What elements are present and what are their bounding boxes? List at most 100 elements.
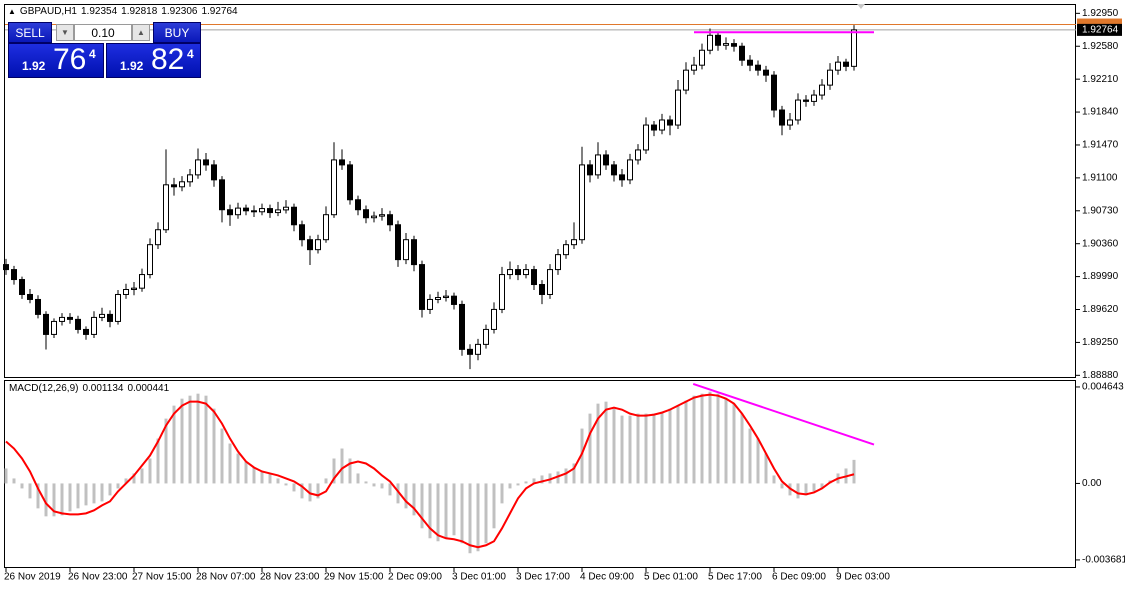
macd-bar: [212, 408, 216, 484]
macd-bar: [92, 483, 96, 504]
macd-bar: [52, 483, 56, 517]
x-tick-label: 4 Dec 09:00: [580, 572, 634, 583]
signal-value: 0.000441: [127, 383, 170, 394]
macd-bar: [236, 453, 240, 484]
candle-body: [107, 313, 113, 322]
candle-body: [507, 269, 513, 276]
lots-up[interactable]: ▲: [132, 24, 150, 41]
macd-bar: [420, 483, 424, 529]
candle-body: [755, 64, 761, 71]
macd-bar: [740, 413, 744, 484]
macd-bar: [748, 428, 752, 484]
candle-body: [75, 318, 81, 330]
macd-bar: [100, 483, 104, 502]
buy-price-pip: 4: [187, 47, 194, 61]
sell-price-big: 76: [53, 43, 87, 76]
macd-bar: [164, 418, 168, 484]
candle-body: [123, 289, 129, 295]
lots-input[interactable]: 0.10: [74, 24, 132, 41]
price-header: ▲ GBPAUD,H1 1.92354 1.92818 1.92306 1.92764: [8, 6, 238, 17]
x-tick-label: 28 Nov 07:00: [196, 572, 256, 583]
candle-body: [523, 269, 529, 276]
x-tick-label: 28 Nov 23:00: [260, 572, 320, 583]
macd-bar: [628, 415, 632, 484]
buy-button[interactable]: BUY: [153, 22, 201, 43]
candle-body: [3, 264, 9, 271]
buy-price[interactable]: 1.92 82 4: [106, 43, 201, 78]
macd-bar: [476, 483, 480, 552]
bid-label: 1.92764: [1082, 25, 1119, 36]
candle-body: [723, 43, 729, 46]
candle-body: [315, 239, 321, 251]
macd-header: MACD(12,26,9) 0.001134 0.000441: [9, 383, 173, 394]
y-tick-label: 1.90730: [1082, 205, 1119, 216]
candle-body: [115, 293, 121, 322]
macd-bar: [604, 401, 608, 484]
signal-line: [5, 393, 855, 549]
y-tick-label: 1.90360: [1082, 238, 1119, 249]
sell-price[interactable]: 1.92 76 4: [8, 43, 104, 78]
sell-button[interactable]: SELL: [8, 22, 52, 43]
bid-label-box: [1077, 23, 1122, 36]
y-tick-label: 1.91100: [1082, 173, 1118, 184]
sell-price-prefix: 1.92: [22, 59, 46, 73]
candle-body: [763, 69, 769, 76]
macd-bar: [228, 443, 232, 484]
candle-body: [35, 298, 41, 315]
candle-body: [747, 59, 753, 66]
candle-body: [99, 313, 105, 318]
macd-bar: [124, 478, 128, 484]
candle-body: [827, 69, 833, 86]
candle-body: [171, 184, 177, 188]
macd-bar: [12, 478, 16, 484]
macd-bar: [620, 415, 624, 484]
macd-bar: [220, 428, 224, 484]
candle-body: [299, 224, 305, 241]
buy-price-prefix: 1.92: [120, 59, 144, 73]
macd-bar: [412, 483, 416, 516]
macd-bar: [324, 478, 328, 484]
y-tick-label: 1.91840: [1082, 107, 1119, 118]
trendline: [692, 382, 875, 446]
candle-body: [435, 297, 441, 300]
candle-body: [187, 174, 193, 183]
candle-body: [611, 164, 617, 176]
macd-bar: [276, 478, 280, 484]
candle-body: [323, 214, 329, 241]
macd-bar: [332, 458, 336, 484]
y-tick-label: 0.004643: [1082, 382, 1124, 393]
candle-body: [795, 99, 801, 121]
macd-bar: [60, 483, 64, 516]
candle-body: [635, 149, 641, 161]
macd-bar: [388, 483, 392, 496]
macd-bar: [260, 471, 264, 484]
candle-body: [139, 274, 145, 289]
candle-body: [451, 295, 457, 305]
x-tick-label: 9 Dec 03:00: [836, 572, 890, 583]
macd-bar: [180, 398, 184, 484]
candle-body: [691, 64, 697, 71]
candle-body: [179, 181, 185, 188]
candle-body: [243, 207, 249, 212]
macd-bar: [28, 483, 32, 499]
macd-bar: [676, 405, 680, 484]
macd-bar: [20, 483, 24, 489]
candle-body: [555, 254, 561, 271]
y-tick-label: 1.92210: [1082, 74, 1119, 85]
candle-body: [259, 208, 265, 213]
x-tick-label: 3 Dec 01:00: [452, 572, 506, 583]
y-tick-label: 0.00: [1082, 478, 1102, 489]
y-tick-label: 1.91470: [1082, 140, 1119, 151]
candle-body: [683, 69, 689, 91]
lots-down[interactable]: ▼: [56, 24, 74, 41]
macd-bar: [36, 483, 40, 509]
candle-body: [235, 207, 241, 216]
macd-bar: [612, 408, 616, 484]
candle-body: [811, 94, 817, 102]
x-tick-label: 5 Dec 01:00: [644, 572, 698, 583]
candle-body: [459, 303, 465, 350]
candle-body: [59, 316, 65, 322]
x-tick-label: 26 Nov 2019: [4, 572, 61, 583]
candle-body: [83, 328, 89, 335]
